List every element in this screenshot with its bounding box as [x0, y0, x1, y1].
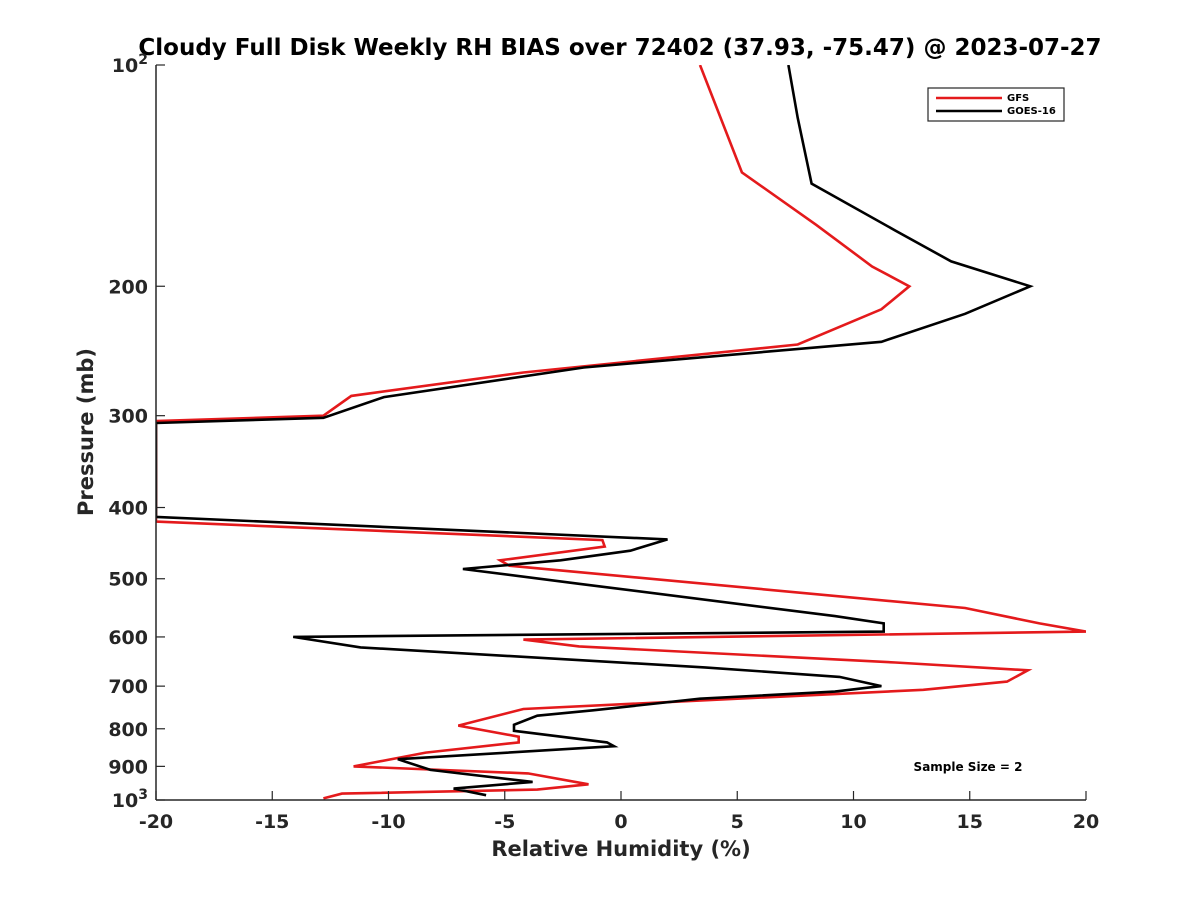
y-tick-label: 200 [108, 276, 148, 298]
x-axis-label: Relative Humidity (%) [491, 837, 750, 861]
series-layer [156, 65, 1086, 800]
x-tick-label: -10 [371, 811, 405, 833]
series-line-goes16 [156, 65, 1034, 797]
plot-area: -20 -15 -10 -5 0 5 10 15 20 102 200 300 400 500 600 70… [108, 52, 1099, 833]
axes-background [156, 65, 1086, 800]
y-tick-label: 103 [112, 787, 148, 812]
legend-box [927, 87, 1065, 122]
x-tick-label: -15 [255, 811, 289, 833]
x-tick-label: 5 [731, 811, 744, 833]
y-tick-label: 500 [108, 569, 148, 591]
x-tick-label: 10 [840, 811, 866, 833]
series-line-gfs [156, 65, 1086, 800]
x-tick-label: -20 [139, 811, 173, 833]
y-tick-label: 400 [108, 498, 148, 520]
y-tick-label: 900 [108, 756, 148, 778]
y-axis-label: Pressure (mb) [74, 348, 98, 516]
legend-label-gfs: GFS [1007, 93, 1029, 104]
legend-label-goes16: GOES-16 [1007, 106, 1056, 117]
chart-title: Cloudy Full Disk Weekly RH BIAS over 724… [138, 35, 1101, 61]
x-tick-label: 0 [614, 811, 627, 833]
y-tick-label: 102 [112, 52, 148, 77]
y-tick-label: 800 [108, 719, 148, 741]
x-axis-ticks: -20 -15 -10 -5 0 5 10 15 20 [139, 791, 1099, 833]
sample-size-annotation: Sample Size = 2 [914, 760, 1023, 774]
y-axis-ticks: 102 200 300 400 500 600 700 800 900 103 [108, 52, 165, 812]
legend: GFS GOES-16 [927, 87, 1065, 122]
y-tick-label: 600 [108, 627, 148, 649]
y-tick-label: 300 [108, 406, 148, 428]
x-tick-label: 20 [1073, 811, 1099, 833]
x-tick-label: -5 [494, 811, 515, 833]
x-tick-label: 15 [957, 811, 983, 833]
y-tick-label: 700 [108, 676, 148, 698]
